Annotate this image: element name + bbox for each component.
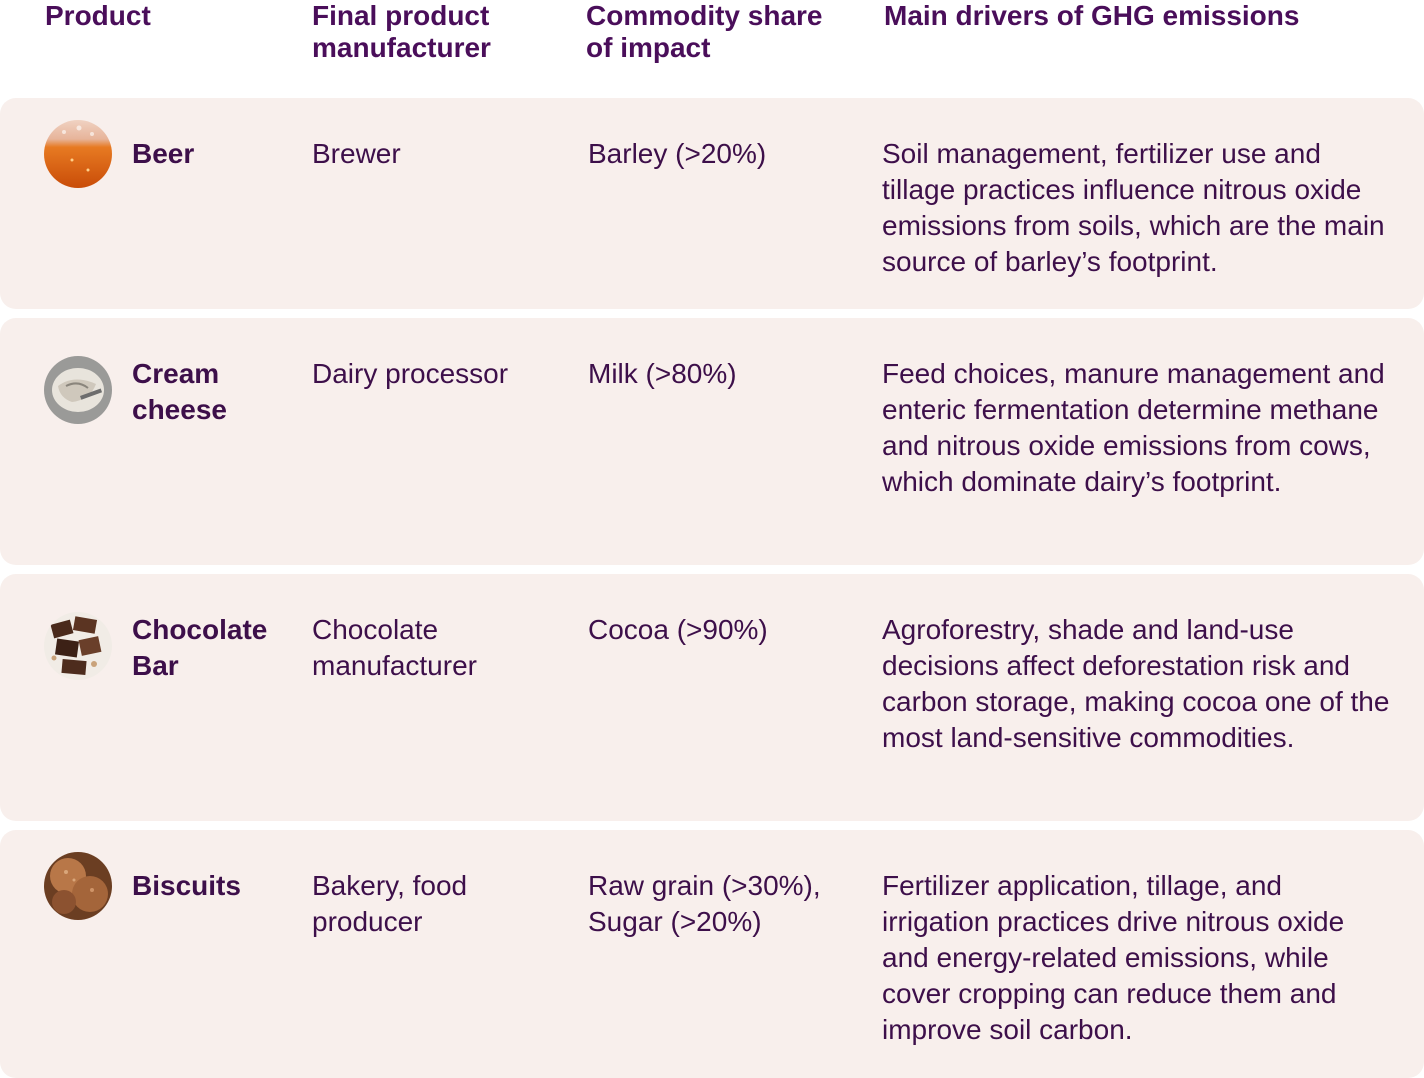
- product-name: Cream cheese: [132, 358, 227, 425]
- commodity-share: Barley (>20%): [588, 138, 767, 169]
- table-row: Cream cheese Dairy processor Milk (>80%)…: [0, 318, 1424, 565]
- manufacturer: Chocolate manufacturer: [312, 614, 477, 681]
- cream-cheese-icon: [44, 356, 112, 424]
- table-row: Beer Brewer Barley (>20%) Soil managemen…: [0, 98, 1424, 309]
- manufacturer: Dairy processor: [312, 358, 509, 389]
- beer-icon: [44, 120, 112, 188]
- ghg-drivers: Soil management, fertilizer use and till…: [882, 138, 1385, 277]
- table-row: Biscuits Bakery, food producer Raw grain…: [0, 830, 1424, 1078]
- product-name: Chocolate Bar: [132, 614, 268, 681]
- biscuits-icon: [44, 852, 112, 920]
- chocolate-bar-icon: [44, 612, 112, 680]
- product-name: Biscuits: [132, 870, 241, 901]
- commodity-share: Cocoa (>90%): [588, 614, 768, 645]
- manufacturer: Bakery, food producer: [312, 870, 468, 937]
- header-commodity: Commodity share of impact: [586, 0, 823, 63]
- ghg-drivers: Fertilizer application, tillage, and irr…: [882, 870, 1345, 1045]
- commodity-share: Milk (>80%): [588, 358, 737, 389]
- header-drivers: Main drivers of GHG emissions: [884, 0, 1300, 31]
- ghg-drivers: Agroforestry, shade and land-use decisio…: [882, 614, 1390, 753]
- header-product: Product: [45, 0, 151, 31]
- ghg-drivers: Feed choices, manure management and ente…: [882, 358, 1385, 497]
- commodity-share: Raw grain (>30%), Sugar (>20%): [588, 870, 821, 937]
- header-manufacturer: Final product manufacturer: [312, 0, 491, 63]
- manufacturer: Brewer: [312, 138, 401, 169]
- product-name: Beer: [132, 138, 195, 169]
- table-row: Chocolate Bar Chocolate manufacturer Coc…: [0, 574, 1424, 821]
